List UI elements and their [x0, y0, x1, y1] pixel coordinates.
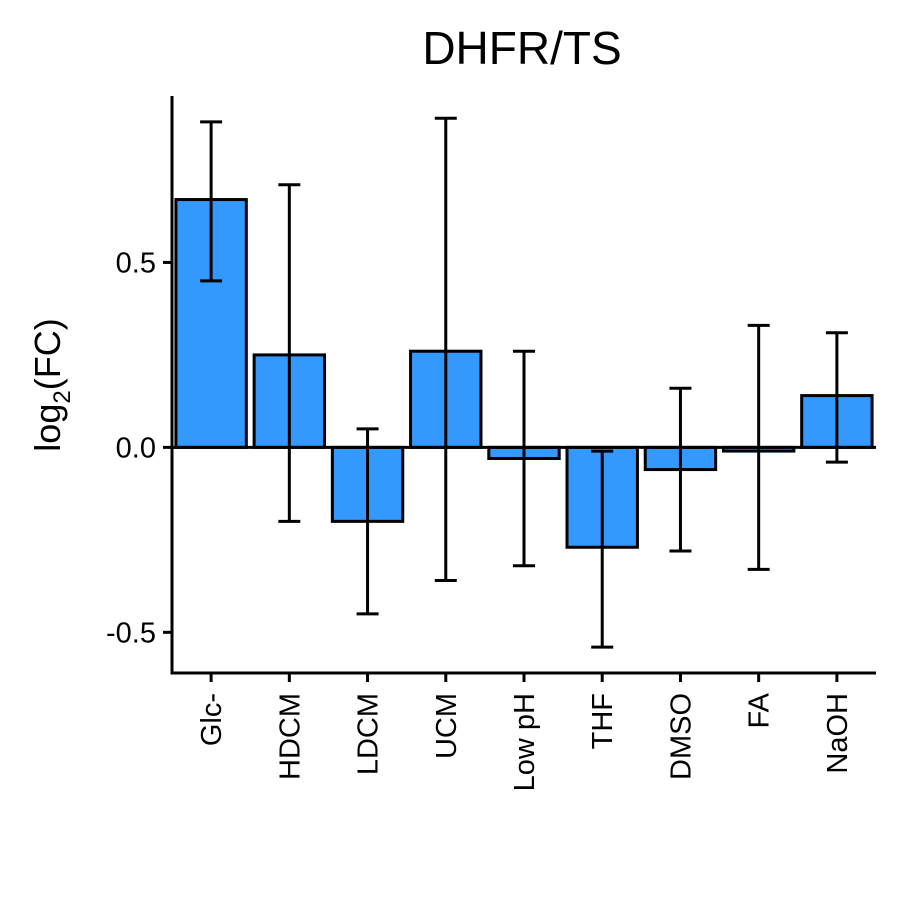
- x-tick-label: THF: [587, 693, 619, 749]
- x-tick-label: HDCM: [274, 693, 306, 780]
- x-tick-label: NaOH: [822, 693, 854, 774]
- y-tick-label: -0.5: [106, 617, 156, 649]
- x-tick-label: LDCM: [353, 693, 385, 775]
- x-tick-label: DMSO: [665, 693, 697, 780]
- y-axis-label-suffix: (FC): [27, 318, 68, 390]
- plot-area: -0.5 0.0 0.5 Glc- HDCM LDCM UCM Low pH THF DMSO FA…: [106, 96, 876, 791]
- chart-title: DHFR/TS: [422, 22, 621, 74]
- x-tick-label: Low pH: [509, 693, 541, 791]
- x-tick-label: UCM: [431, 693, 463, 759]
- y-tick-label: 0.0: [116, 432, 156, 464]
- y-axis-label-subscript: 2: [49, 390, 76, 403]
- y-axis-label-base: log: [27, 404, 68, 452]
- x-tick-label: FA: [744, 692, 776, 728]
- x-tick-label: Glc-: [196, 693, 228, 746]
- y-tick-label: 0.5: [116, 247, 156, 279]
- y-axis-label: log2(FC): [27, 318, 76, 451]
